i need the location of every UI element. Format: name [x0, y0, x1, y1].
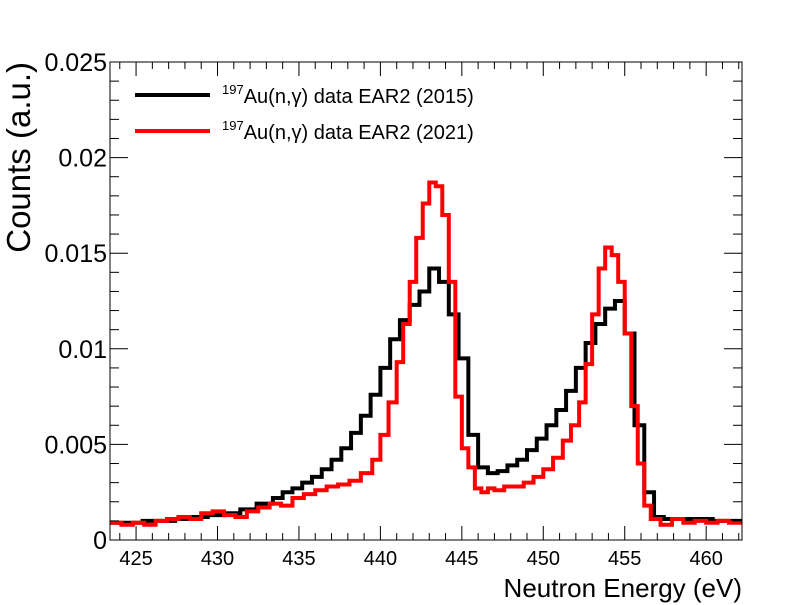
- y-tick-label: 0.015: [44, 240, 107, 268]
- y-tick-label: 0.025: [44, 49, 107, 77]
- x-axis-label: Neutron Energy (eV): [504, 573, 742, 603]
- x-tick-labels: 425 430 435 440 445 450 455 460: [119, 548, 722, 570]
- x-tick-label: 440: [364, 548, 397, 570]
- y-axis-label: Counts (a.u.): [0, 62, 37, 253]
- x-tick-label: 460: [689, 548, 722, 570]
- legend-label-2021: 197Au(n,γ) data EAR2 (2021): [222, 118, 474, 144]
- legend: 197Au(n,γ) data EAR2 (2015) 197Au(n,γ) d…: [135, 82, 474, 144]
- ticks-layer: [110, 61, 742, 541]
- series-layer: [110, 180, 742, 527]
- series-line-1: [110, 180, 742, 527]
- x-tick-label: 425: [119, 548, 152, 570]
- y-tick-label: 0.005: [44, 431, 107, 459]
- x-tick-label: 430: [201, 548, 234, 570]
- y-tick-label: 0.02: [58, 145, 107, 173]
- y-tick-label: 0: [93, 527, 107, 555]
- x-tick-label: 450: [527, 548, 560, 570]
- x-tick-label: 435: [282, 548, 315, 570]
- x-tick-label: 445: [445, 548, 478, 570]
- x-tick-label: 455: [608, 548, 641, 570]
- y-tick-labels: 0 0.005 0.01 0.015 0.02 0.025: [44, 49, 107, 555]
- legend-sup-2021: 197: [222, 118, 244, 133]
- legend-sup-2015: 197: [222, 82, 244, 97]
- plot-frame: [109, 61, 743, 541]
- legend-text-2015: Au(n,γ) data EAR2 (2015): [244, 86, 474, 108]
- legend-label-2015: 197Au(n,γ) data EAR2 (2015): [222, 82, 474, 108]
- legend-text-2021: Au(n,γ) data EAR2 (2021): [244, 122, 474, 144]
- y-tick-label: 0.01: [58, 336, 107, 364]
